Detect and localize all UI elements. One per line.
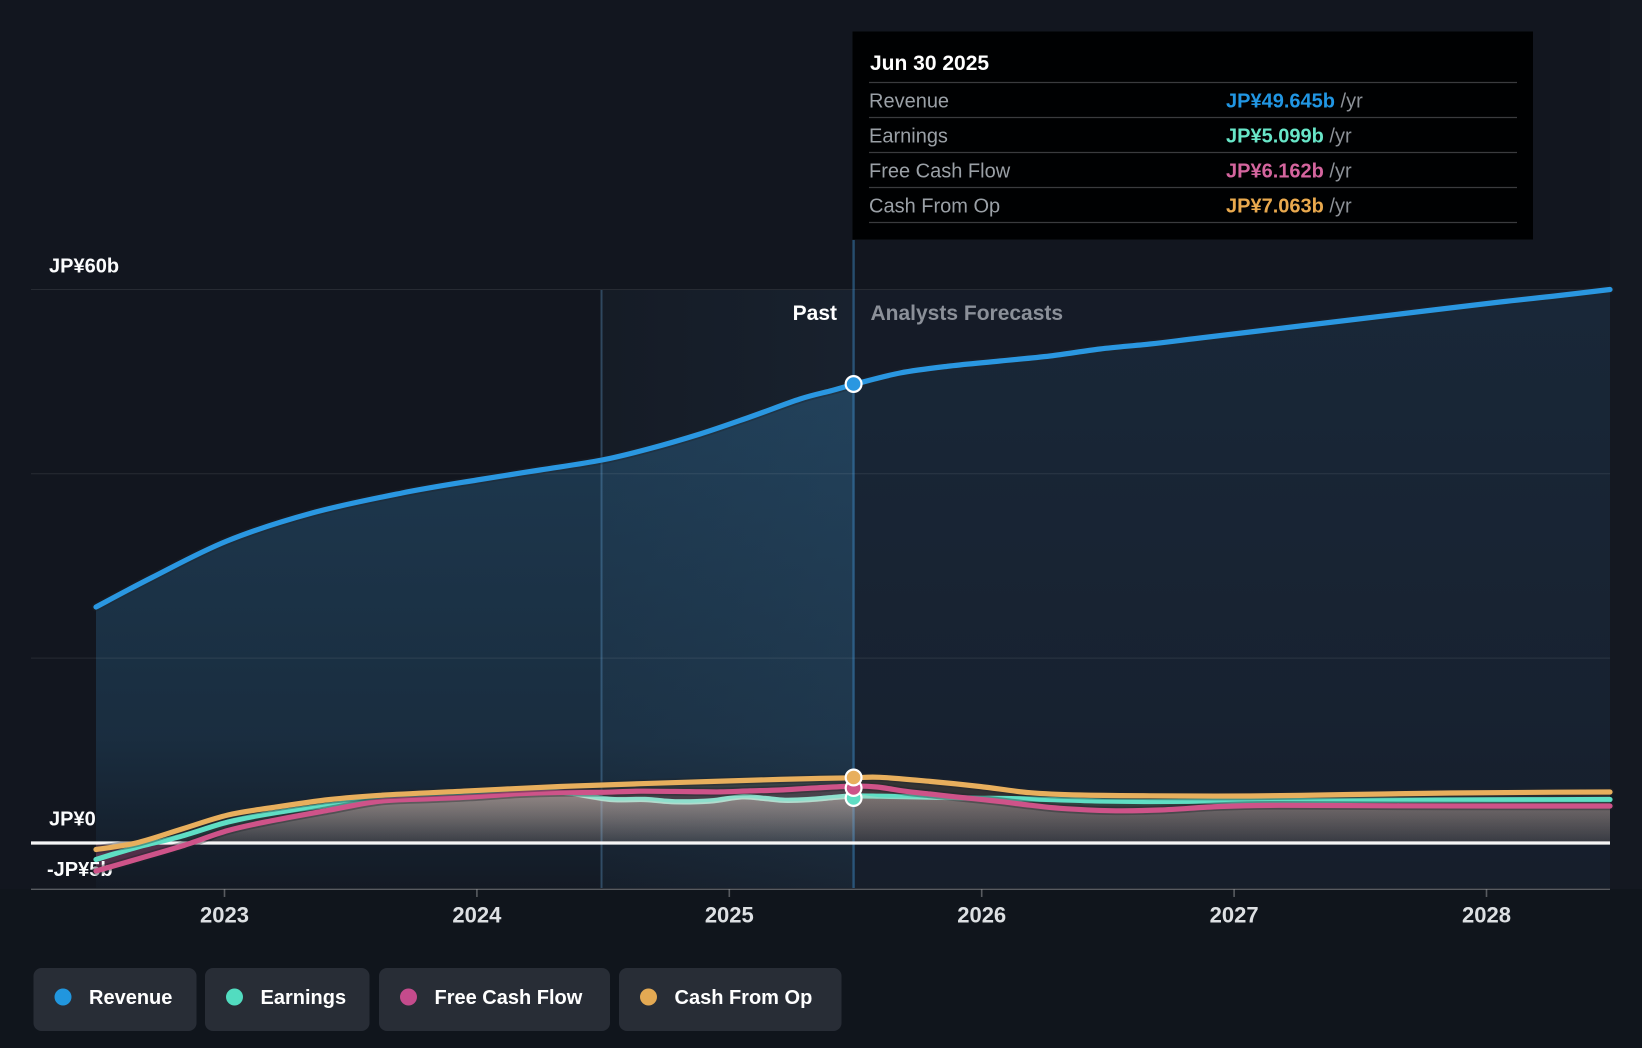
- svg-text:2027: 2027: [1210, 903, 1259, 928]
- svg-text:Earnings: Earnings: [261, 987, 347, 1009]
- svg-text:2023: 2023: [200, 903, 249, 928]
- svg-text:JP¥60b: JP¥60b: [49, 256, 119, 278]
- svg-text:JP¥5.099b /yr: JP¥5.099b /yr: [1226, 126, 1352, 148]
- svg-text:-JP¥5b: -JP¥5b: [47, 859, 113, 881]
- svg-text:2028: 2028: [1462, 903, 1511, 928]
- svg-text:Cash From Op: Cash From Op: [675, 987, 813, 1009]
- svg-text:JP¥7.063b /yr: JP¥7.063b /yr: [1226, 196, 1352, 218]
- svg-text:Earnings: Earnings: [869, 126, 948, 148]
- svg-text:Cash From Op: Cash From Op: [869, 196, 1000, 218]
- svg-text:2024: 2024: [452, 903, 502, 928]
- svg-text:Past: Past: [793, 302, 837, 325]
- svg-text:JP¥6.162b /yr: JP¥6.162b /yr: [1226, 161, 1352, 183]
- svg-text:2026: 2026: [957, 903, 1006, 928]
- svg-text:JP¥0: JP¥0: [49, 809, 96, 831]
- svg-text:Free Cash Flow: Free Cash Flow: [869, 161, 1011, 183]
- svg-text:2025: 2025: [705, 903, 754, 928]
- svg-text:JP¥49.645b /yr: JP¥49.645b /yr: [1226, 91, 1363, 113]
- svg-text:Revenue: Revenue: [89, 987, 172, 1009]
- svg-text:Jun 30 2025: Jun 30 2025: [870, 52, 989, 75]
- svg-text:Revenue: Revenue: [869, 91, 949, 113]
- svg-text:Analysts Forecasts: Analysts Forecasts: [871, 302, 1064, 325]
- svg-text:Free Cash Flow: Free Cash Flow: [435, 987, 583, 1009]
